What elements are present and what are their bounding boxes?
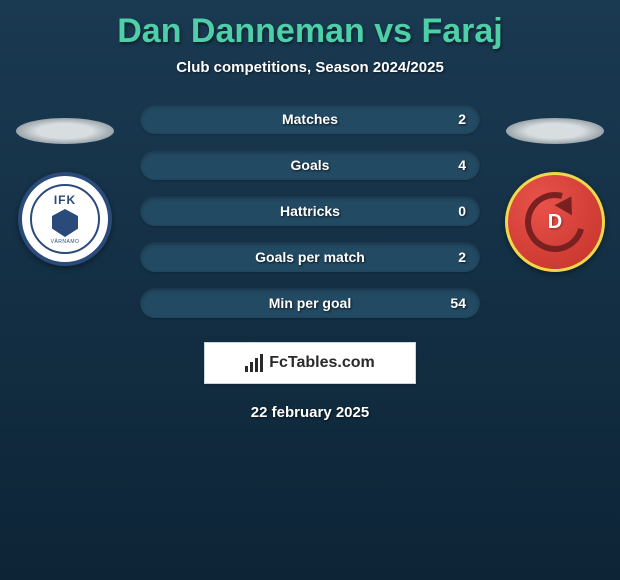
stat-label: Min per goal <box>269 295 351 311</box>
left-badge-inner: IFK VÄRNAMO <box>30 184 100 254</box>
stat-value: 2 <box>458 111 466 127</box>
stat-value: 54 <box>450 295 466 311</box>
ellipse-shadow-left <box>16 118 114 144</box>
stat-label: Matches <box>282 111 338 127</box>
stat-value: 4 <box>458 157 466 173</box>
brand-text: FcTables.com <box>269 354 375 372</box>
right-team-area: D <box>500 118 610 272</box>
date-text: 22 february 2025 <box>0 404 620 421</box>
stat-row-goals-per-match: Goals per match 2 <box>140 242 480 272</box>
stat-row-min-per-goal: Min per goal 54 <box>140 288 480 318</box>
page-subtitle: Club competitions, Season 2024/2025 <box>0 59 620 76</box>
stat-row-goals: Goals 4 <box>140 150 480 180</box>
stat-label: Goals per match <box>255 249 365 265</box>
left-team-area: IFK VÄRNAMO <box>10 118 120 266</box>
stat-label: Hattricks <box>280 203 340 219</box>
stat-row-hattricks: Hattricks 0 <box>140 196 480 226</box>
right-badge-letter: D <box>548 211 562 234</box>
ellipse-shadow-right <box>506 118 604 144</box>
left-badge-text-bottom: VÄRNAMO <box>51 239 80 245</box>
right-team-badge: D <box>505 172 605 272</box>
stat-value: 0 <box>458 203 466 219</box>
left-badge-text-top: IFK <box>54 193 76 207</box>
page-title: Dan Danneman vs Faraj <box>0 0 620 51</box>
shield-icon <box>52 209 78 237</box>
left-team-badge: IFK VÄRNAMO <box>18 172 112 266</box>
stat-value: 2 <box>458 249 466 265</box>
brand-box[interactable]: FcTables.com <box>204 342 416 384</box>
bar-chart-icon <box>245 354 263 372</box>
stat-row-matches: Matches 2 <box>140 104 480 134</box>
stat-label: Goals <box>291 157 330 173</box>
